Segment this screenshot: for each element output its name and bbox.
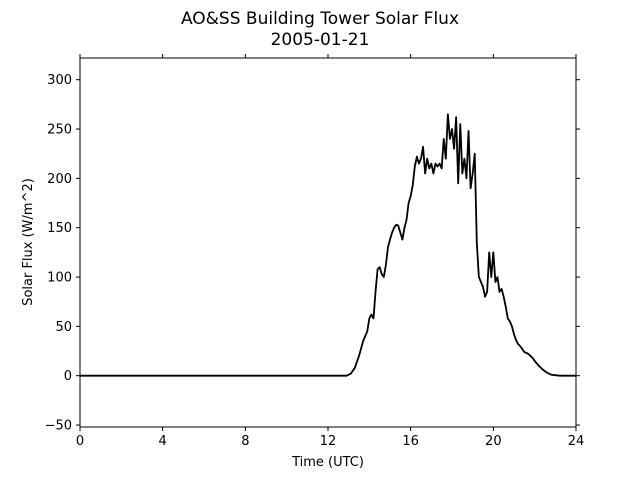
x-tick-label: 12 (320, 434, 337, 449)
x-axis-label: Time (UTC) (291, 455, 364, 470)
axis-ticks: 0 4 8 12 16 20 24 −50 0 50 100 150 200 250 300 (45, 54, 585, 449)
x-tick-label: 8 (241, 434, 249, 449)
y-axis-label: Solar Flux (W/m^2) (21, 178, 36, 306)
y-tick-label: 50 (55, 320, 72, 335)
y-tick-label: 200 (47, 172, 72, 187)
y-tick-label: 100 (47, 271, 72, 286)
y-tick-label: 300 (47, 73, 72, 88)
x-tick-label: 4 (159, 434, 167, 449)
series-layer (80, 113, 576, 377)
x-tick-label: 24 (568, 434, 585, 449)
y-tick-label: 250 (47, 123, 72, 138)
y-tick-label: 0 (64, 369, 72, 384)
chart-subtitle: 2005-01-21 (271, 30, 370, 50)
x-tick-label: 16 (402, 434, 419, 449)
y-tick-label: 150 (47, 221, 72, 236)
solar-flux-line (80, 113, 576, 377)
x-tick-label: 0 (76, 434, 84, 449)
chart-title: AO&SS Building Tower Solar Flux (181, 9, 459, 29)
y-tick-label: −50 (45, 419, 72, 434)
plot-area-frame (79, 57, 577, 428)
x-tick-label: 20 (485, 434, 502, 449)
